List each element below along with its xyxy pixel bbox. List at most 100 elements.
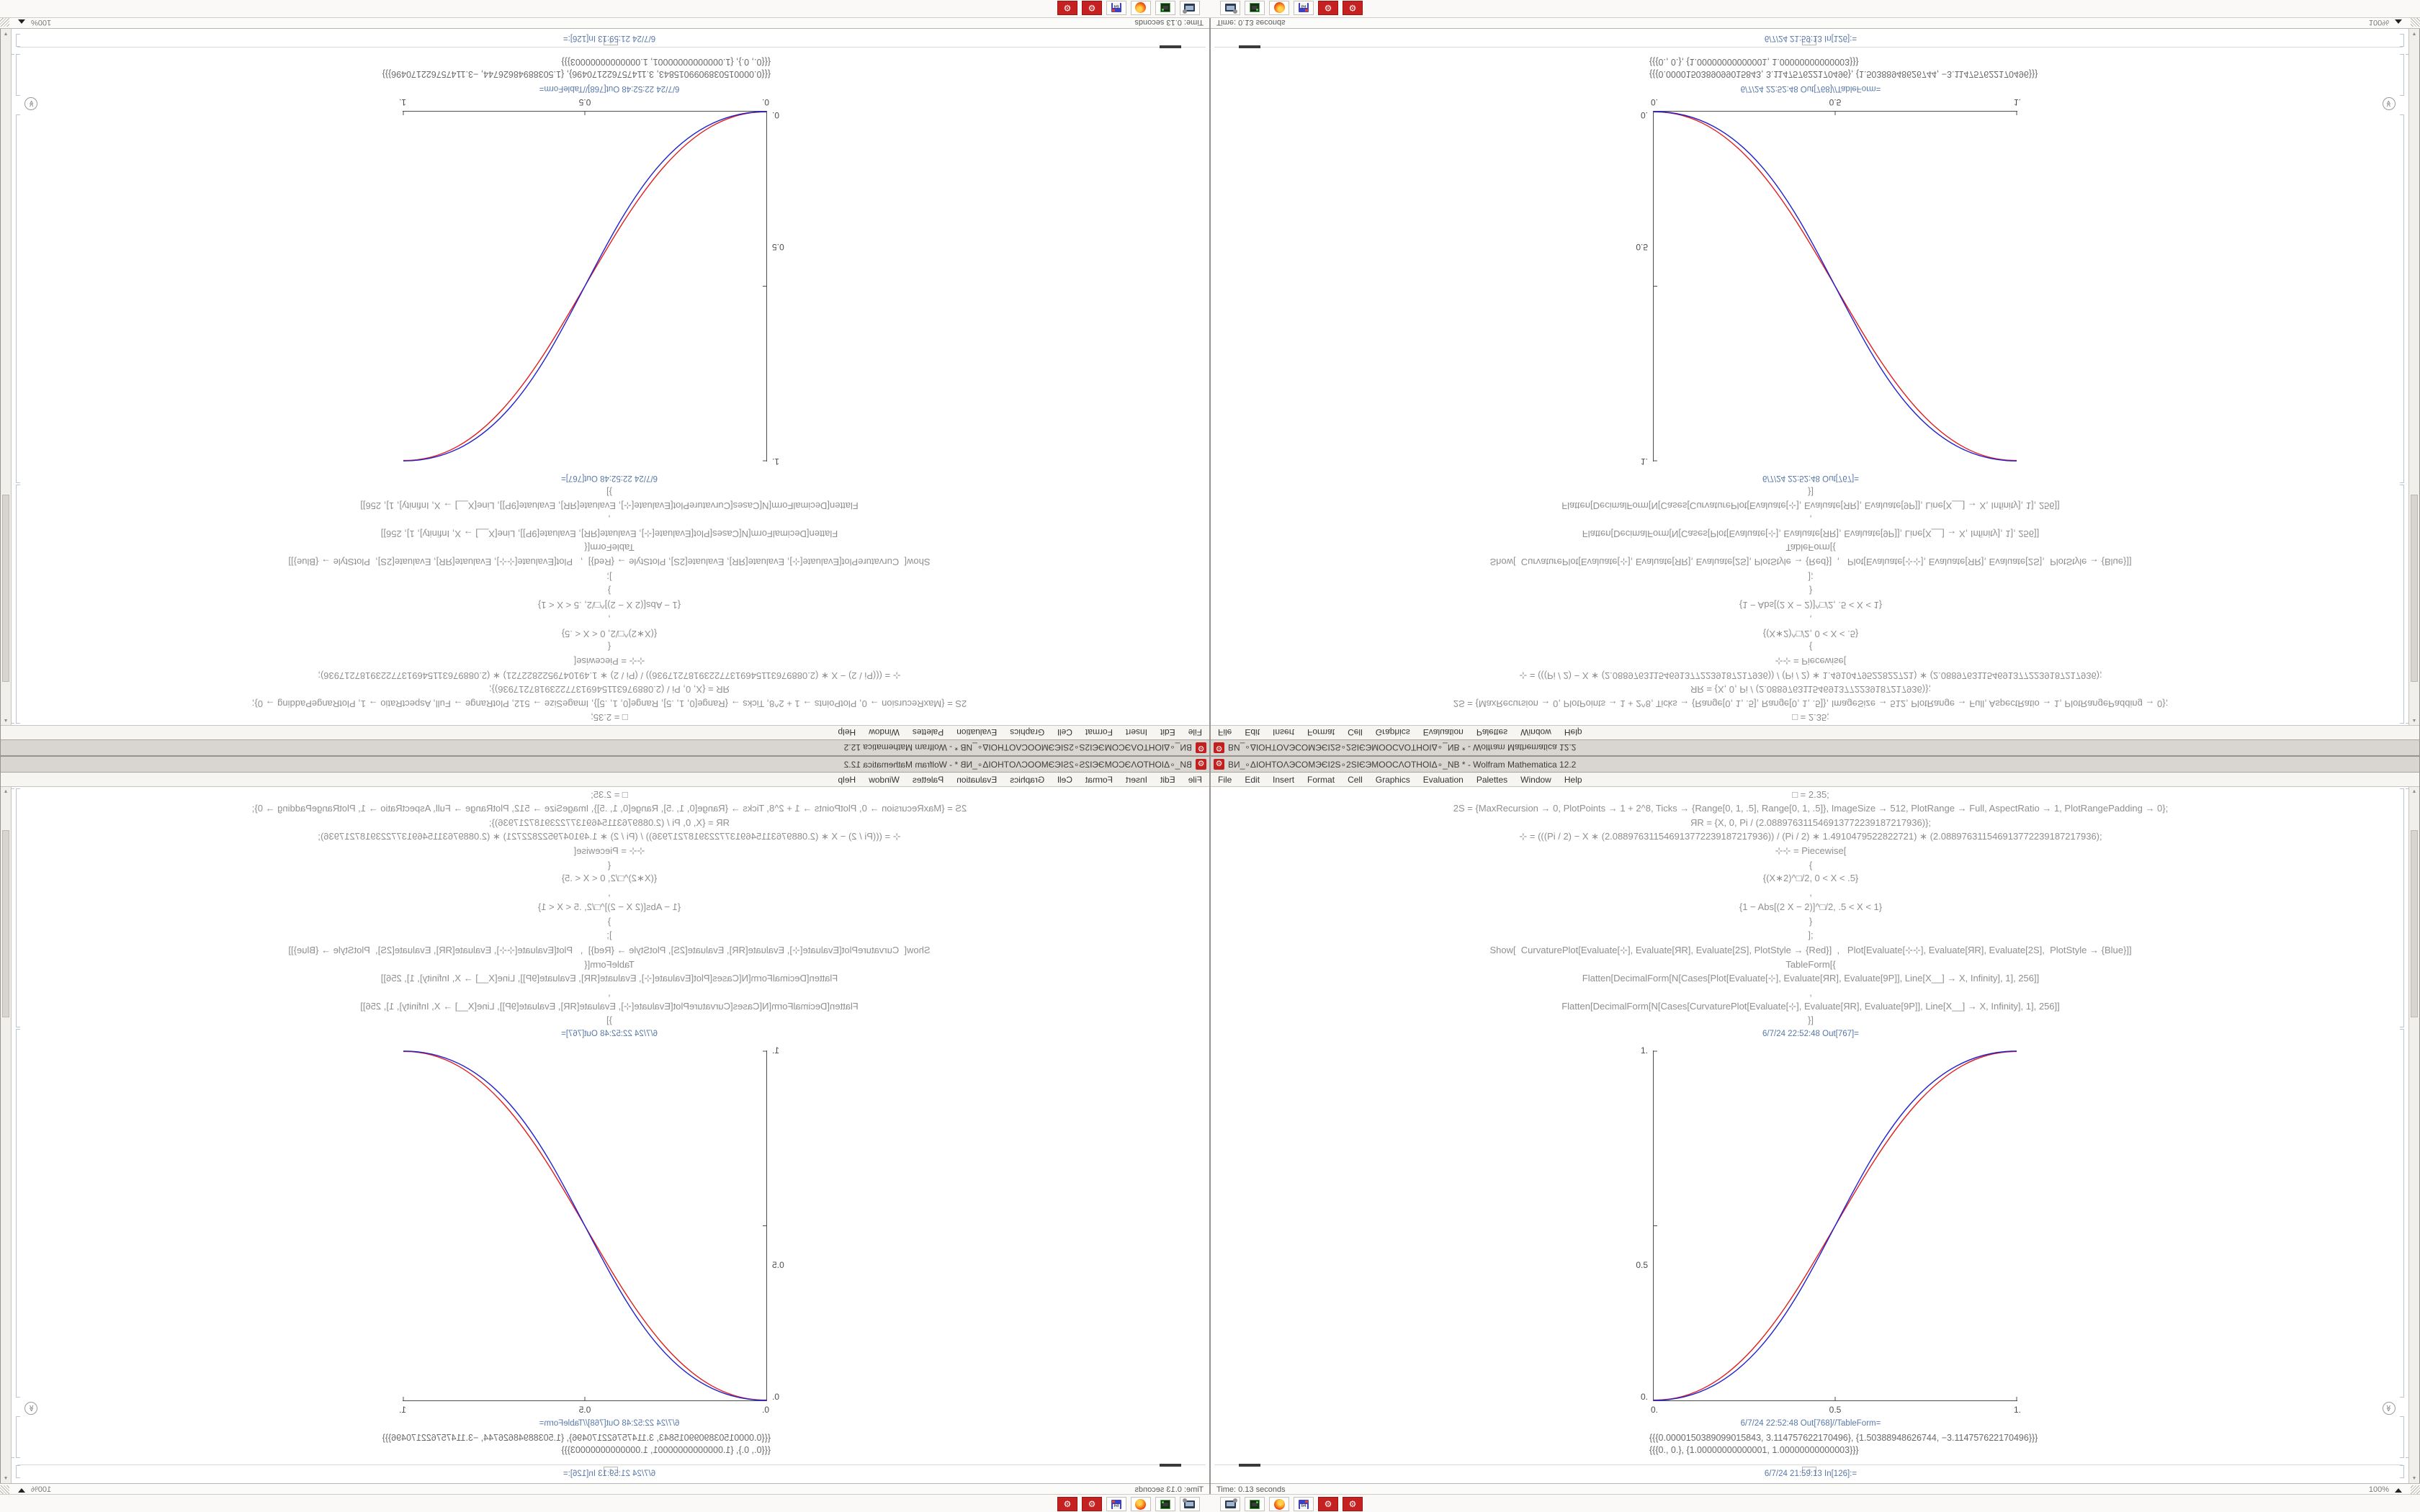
scroll-down-icon[interactable]: ▼ [3, 1476, 9, 1481]
menu-evaluation[interactable]: Evaluation [956, 774, 998, 785]
code-line[interactable]: Show[ CurvaturePlot[Evaluate[⊹], Evaluat… [288, 945, 931, 955]
menu-format[interactable]: Format [1307, 727, 1335, 738]
code-line[interactable]: Show[ CurvaturePlot[Evaluate[⊹], Evaluat… [1489, 557, 2132, 567]
menu-evaluation[interactable]: Evaluation [956, 727, 998, 738]
cell-bracket-table-output[interactable] [16, 54, 20, 96]
magnification-menu-icon[interactable] [2395, 1488, 2402, 1493]
code-line[interactable]: □ = 2.35; [1792, 789, 1829, 800]
menu-help[interactable]: Help [838, 727, 856, 738]
code-line[interactable]: ⊹⊹ = Piecewise[ [573, 845, 645, 856]
menu-format[interactable]: Format [1085, 774, 1113, 785]
cell-insertion-plus-icon[interactable]: + [1802, 1467, 1816, 1474]
taskbar-screenshot-tool-icon[interactable] [1180, 1497, 1200, 1511]
menu-window[interactable]: Window [869, 774, 900, 785]
menu-graphics[interactable]: Graphics [1010, 774, 1045, 785]
horizontal-scrollbar[interactable] [1214, 1464, 2403, 1470]
cell-group-toggle-icon[interactable]: ≫ [24, 1402, 37, 1415]
menu-file[interactable]: File [1218, 774, 1232, 785]
cell-bracket-next-input[interactable] [2400, 1465, 2404, 1478]
menu-file[interactable]: File [1188, 774, 1202, 785]
code-line[interactable]: {(X∗2)^□/2, 0 < X < .5} [561, 873, 658, 883]
cell-group-toggle-icon[interactable]: ≫ [2383, 97, 2396, 110]
cell-group-toggle-icon[interactable]: ≫ [24, 97, 37, 110]
menu-evaluation[interactable]: Evaluation [1422, 774, 1464, 785]
window-titlebar[interactable]: ⚙ ВИ_∘ΔIOHTOΛЭCOMЭЄI2S∘2SIЄЭMOOCΛOTHOIΔ∘… [1211, 739, 2419, 755]
code-line[interactable]: ЯR = {X, 0, Pi / (2.08897631154691377223… [488, 817, 730, 828]
magnification-value[interactable]: 100% [2368, 18, 2389, 27]
scroll-up-icon[interactable]: ▲ [2411, 718, 2417, 723]
menu-graphics[interactable]: Graphics [1375, 774, 1410, 785]
code-line[interactable]: {(X∗2)^□/2, 0 < X < .5} [1762, 873, 1859, 883]
magnification-value[interactable]: 100% [31, 18, 52, 27]
vertical-scrollbar-thumb[interactable] [2, 495, 9, 682]
taskbar-green-drive-icon[interactable] [1155, 1497, 1175, 1511]
menu-edit[interactable]: Edit [1245, 727, 1260, 738]
code-line[interactable]: ]; [1808, 930, 1814, 940]
code-line[interactable]: □ = 2.35; [591, 712, 628, 723]
menu-edit[interactable]: Edit [1160, 774, 1175, 785]
cell-bracket-input[interactable] [16, 485, 20, 724]
code-line[interactable]: {(X∗2)^□/2, 0 < X < .5} [1762, 629, 1859, 639]
vertical-scrollbar-thumb[interactable] [2411, 830, 2418, 1017]
code-line[interactable]: {(X∗2)^□/2, 0 < X < .5} [561, 629, 658, 639]
code-line[interactable]: ]; [606, 930, 612, 940]
code-line[interactable]: } [1809, 585, 1813, 596]
code-line[interactable]: ⊹ = (((Pi / 2) − X ∗ (2.0889763115469137… [318, 670, 901, 681]
menu-help[interactable]: Help [838, 774, 856, 785]
code-line[interactable]: Flatten[DecimalForm[N[Cases[CurvaturePlo… [1561, 1001, 2060, 1012]
code-line[interactable]: }] [1808, 1014, 1814, 1025]
window-titlebar[interactable]: ⚙ ВИ_∘ΔIOHTOΛЭCOMЭЄI2S∘2SIЄЭMOOCΛOTHOIΔ∘… [1, 757, 1209, 773]
menu-cell[interactable]: Cell [1348, 774, 1363, 785]
taskbar-screenshot-tool-icon[interactable] [1220, 1, 1240, 15]
magnification-value[interactable]: 100% [2368, 1485, 2389, 1494]
code-line[interactable]: , [1809, 987, 1812, 998]
code-line[interactable]: 2S = {MaxRecursion → 0, PlotPoints → 1 +… [251, 803, 967, 814]
horizontal-scrollbar-thumb[interactable] [1239, 45, 1260, 48]
menu-insert[interactable]: Insert [1273, 774, 1295, 785]
resize-grip[interactable] [0, 18, 9, 27]
taskbar-c64-floppy-icon[interactable] [1294, 1, 1314, 15]
resize-grip[interactable] [0, 1485, 9, 1494]
scroll-down-icon[interactable]: ▼ [2411, 31, 2417, 36]
menu-insert[interactable]: Insert [1125, 727, 1147, 738]
code-line[interactable]: , [1809, 887, 1812, 898]
code-line[interactable]: Flatten[DecimalForm[N[Cases[CurvaturePlo… [1561, 500, 2060, 511]
vertical-scrollbar[interactable]: ▲ ▼ [2408, 787, 2419, 1483]
horizontal-scrollbar-thumb[interactable] [1160, 45, 1181, 48]
menu-help[interactable]: Help [1564, 774, 1582, 785]
menu-format[interactable]: Format [1085, 727, 1113, 738]
menu-cell[interactable]: Cell [1057, 727, 1072, 738]
code-line[interactable]: { [607, 860, 611, 870]
code-line[interactable]: }] [606, 1014, 612, 1025]
menu-palettes[interactable]: Palettes [912, 774, 944, 785]
taskbar-c64-floppy-icon[interactable] [1294, 1497, 1314, 1511]
code-line[interactable]: ]; [1808, 572, 1814, 582]
code-line[interactable]: {1 − Abs[(2 X − 2)]^□/2, .5 < X < 1} [537, 600, 681, 611]
code-line[interactable]: ⊹ = (((Pi / 2) − X ∗ (2.0889763115469137… [1519, 831, 2102, 842]
menu-edit[interactable]: Edit [1245, 774, 1260, 785]
taskbar-firefox-icon[interactable] [1269, 1497, 1289, 1511]
code-line[interactable]: Show[ CurvaturePlot[Evaluate[⊹], Evaluat… [288, 557, 931, 567]
code-line[interactable]: ЯR = {X, 0, Pi / (2.08897631154691377223… [488, 684, 730, 695]
menu-graphics[interactable]: Graphics [1010, 727, 1045, 738]
code-line[interactable]: ⊹⊹ = Piecewise[ [1775, 845, 1847, 856]
taskbar-gear-icon[interactable]: ⚙ [1082, 1497, 1102, 1511]
taskbar-gear-icon[interactable]: ⚙ [1343, 1, 1363, 15]
menu-palettes[interactable]: Palettes [1476, 727, 1508, 738]
scroll-down-icon[interactable]: ▼ [3, 31, 9, 36]
cell-bracket-table-output[interactable] [2400, 54, 2404, 96]
resize-grip[interactable] [2411, 18, 2420, 27]
scroll-down-icon[interactable]: ▼ [2411, 1476, 2417, 1481]
code-line[interactable]: , [1809, 514, 1812, 525]
code-line[interactable]: {1 − Abs[(2 X − 2)]^□/2, .5 < X < 1} [1739, 600, 1883, 611]
taskbar-gear-icon[interactable]: ⚙ [1343, 1497, 1363, 1511]
resize-grip[interactable] [2411, 1485, 2420, 1494]
menu-file[interactable]: File [1188, 727, 1202, 738]
menu-file[interactable]: File [1218, 727, 1232, 738]
code-line[interactable]: □ = 2.35; [1792, 712, 1829, 723]
taskbar-gear-icon[interactable]: ⚙ [1318, 1, 1338, 15]
code-line[interactable]: , [608, 614, 611, 625]
menu-evaluation[interactable]: Evaluation [1422, 727, 1464, 738]
menu-palettes[interactable]: Palettes [912, 727, 944, 738]
magnification-menu-icon[interactable] [18, 1488, 25, 1493]
